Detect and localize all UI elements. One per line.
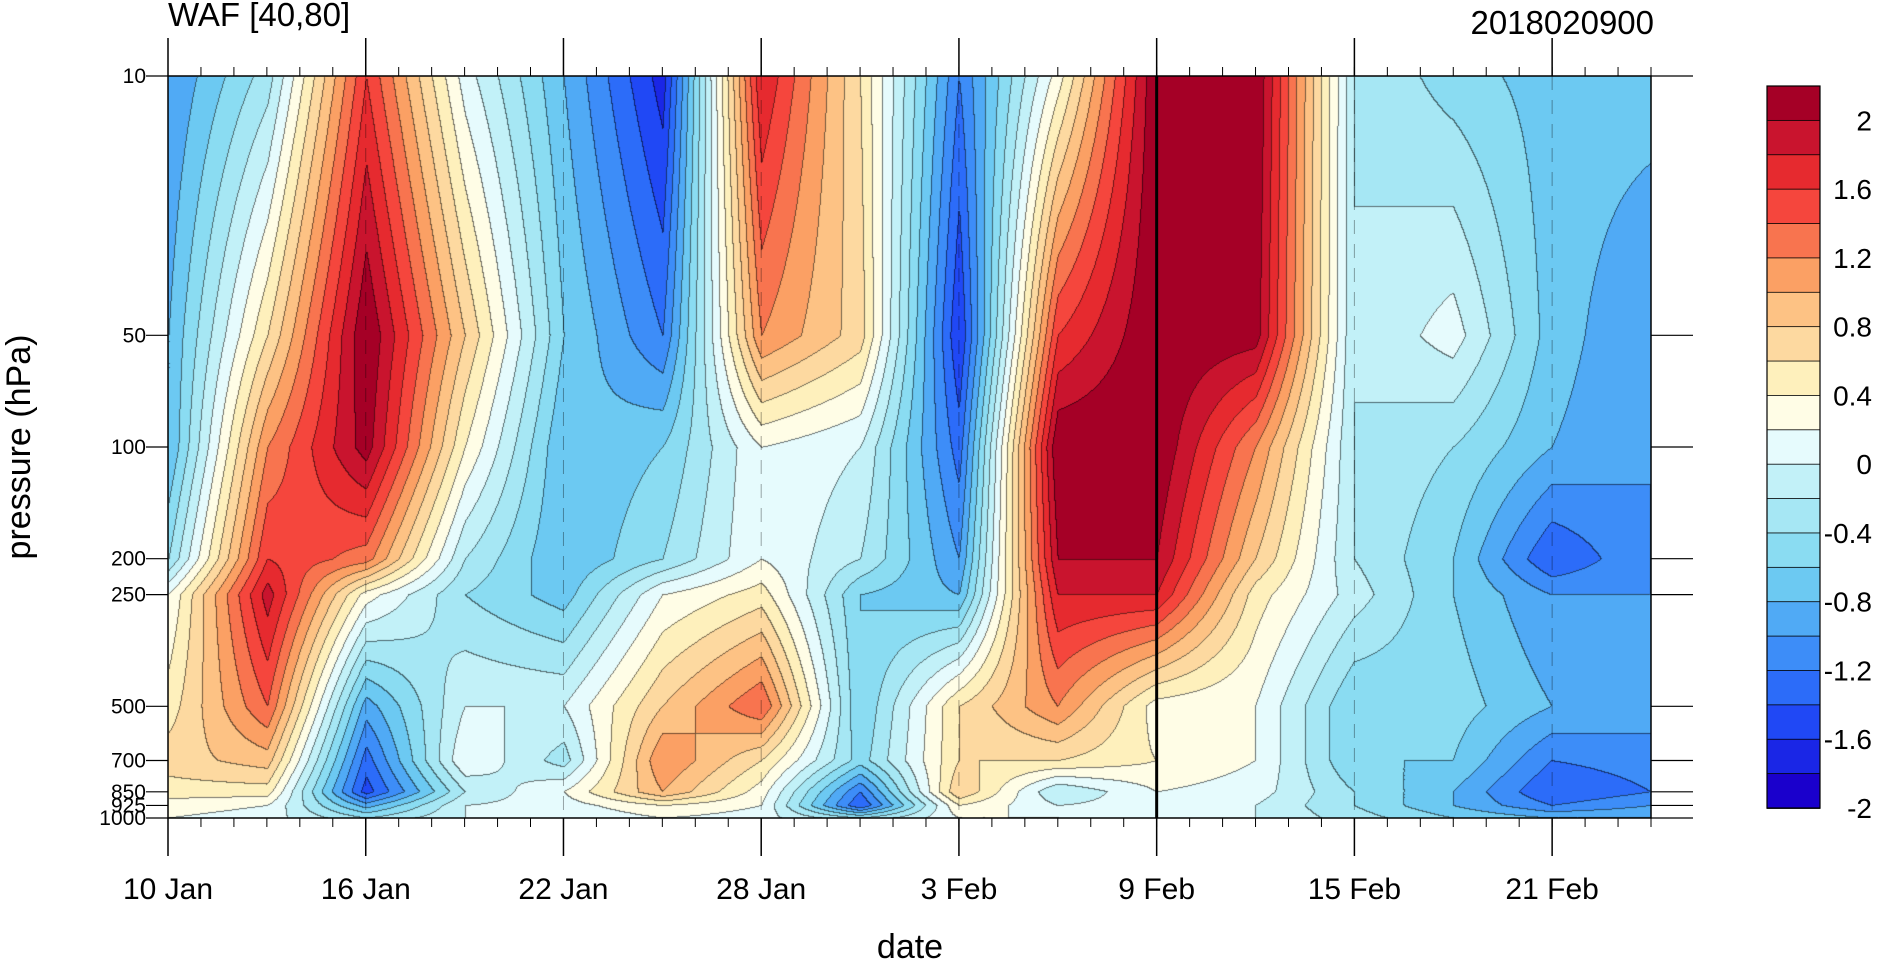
colorbar-label: 1.6 (1833, 174, 1872, 205)
colorbar-swatch (1766, 223, 1821, 259)
y-axis-label: pressure (hPa) (0, 335, 38, 560)
x-tick-label: 16 Jan (321, 873, 411, 906)
colorbar-label: -2 (1847, 793, 1872, 824)
y-tick-label: 10 (123, 65, 146, 88)
colorbar-swatch (1766, 601, 1821, 637)
colorbar-border (1766, 85, 1821, 809)
colorbar-swatch (1766, 773, 1821, 809)
y-tick-label: 100 (111, 436, 146, 459)
colorbar-label: 2 (1856, 105, 1872, 136)
x-tick-label: 3 Feb (921, 873, 998, 906)
y-tick-label: 500 (111, 695, 146, 718)
contour-field (168, 76, 1651, 818)
x-tick-label: 15 Feb (1308, 873, 1401, 906)
colorbar-label: -1.6 (1824, 724, 1872, 755)
colorbar-label: -0.4 (1824, 518, 1872, 549)
y-tick-label: 700 (111, 750, 146, 773)
colorbar-swatch (1766, 704, 1821, 741)
colorbar-swatch (1766, 635, 1821, 672)
colorbar-swatch (1766, 154, 1821, 191)
colorbar-swatch (1766, 257, 1821, 294)
colorbar: 2 1.6 1.2 0.8 0.4 0 -0.4 -0.8 -1.2 -1.6 -2 (1766, 85, 1872, 824)
colorbar-swatch (1766, 670, 1821, 706)
y-tick-label: 50 (123, 324, 146, 347)
x-tick-label: 22 Jan (518, 873, 608, 906)
colorbar-swatch (1766, 532, 1821, 569)
colorbar-label: 0.8 (1833, 312, 1872, 343)
colorbar-label: 0 (1856, 449, 1872, 480)
x-tick-label: 10 Jan (123, 873, 213, 906)
colorbar-swatch (1766, 119, 1821, 156)
colorbar-swatch (1766, 429, 1821, 466)
colorbar-swatch (1766, 188, 1821, 225)
chart-right-title: 2018020900 (1470, 4, 1654, 41)
y-tick-label: 850 (111, 781, 146, 804)
colorbar-label: 1.2 (1833, 243, 1872, 274)
colorbar-label: -0.8 (1824, 587, 1872, 618)
colorbar-swatch (1766, 463, 1821, 500)
colorbar-swatch (1766, 738, 1821, 775)
x-tick-label: 28 Jan (716, 873, 806, 906)
x-axis: 10 Jan 16 Jan 22 Jan 28 Jan 3 Feb 9 Feb 15 Feb… (123, 38, 1652, 906)
colorbar-swatch (1766, 326, 1821, 362)
x-axis-label: date (877, 928, 943, 961)
y-tick-label: 250 (111, 584, 146, 607)
y-tick-label: 200 (111, 548, 146, 571)
x-tick-label: 21 Feb (1505, 873, 1598, 906)
colorbar-swatch (1766, 498, 1821, 534)
y-tick-label: 925 (111, 794, 146, 817)
colorbar-swatch (1766, 395, 1821, 431)
colorbar-swatch (1766, 85, 1821, 122)
colorbar-swatch (1766, 291, 1821, 328)
y-tick-label: 1000 (99, 807, 146, 830)
chart-title: WAF [40,80] (168, 0, 350, 33)
colorbar-swatch (1766, 360, 1821, 397)
colorbar-swatch (1766, 566, 1821, 603)
colorbar-label: 0.4 (1833, 380, 1872, 411)
colorbar-label: -1.2 (1824, 655, 1872, 686)
x-tick-label: 9 Feb (1118, 873, 1195, 906)
